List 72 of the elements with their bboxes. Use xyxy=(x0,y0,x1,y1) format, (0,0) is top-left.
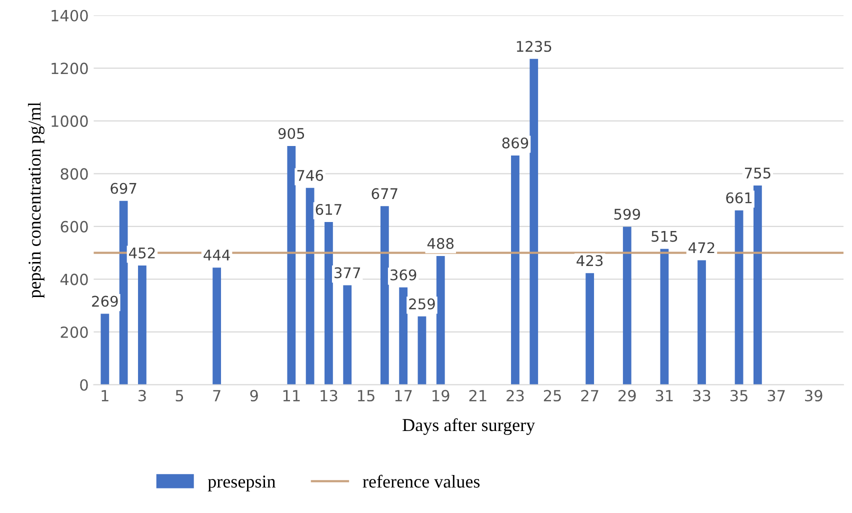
y-tick-label: 600 xyxy=(60,220,88,232)
x-tick-label: 35 xyxy=(730,390,748,402)
bar xyxy=(622,226,632,385)
x-tick-label: 25 xyxy=(544,390,561,402)
bar xyxy=(698,260,706,385)
data-label: 452 xyxy=(129,247,155,259)
bar xyxy=(399,287,408,385)
bar xyxy=(100,314,110,385)
x-tick-label: 33 xyxy=(693,390,710,402)
x-tick-label: 37 xyxy=(768,390,785,402)
data-label: 423 xyxy=(576,255,603,266)
bar xyxy=(343,285,352,385)
bar xyxy=(418,316,426,385)
data-label: 661 xyxy=(726,192,752,204)
x-tick-label: 27 xyxy=(581,390,598,402)
data-label: 488 xyxy=(427,238,454,250)
bar xyxy=(119,200,128,385)
bar xyxy=(287,146,296,385)
x-tick-label: 31 xyxy=(656,390,673,402)
x-tick-label: 9 xyxy=(250,390,258,402)
x-tick-label: 23 xyxy=(506,390,524,402)
bar xyxy=(436,256,445,385)
data-label: 746 xyxy=(297,170,324,181)
x-tick-label: 7 xyxy=(213,390,220,402)
x-tick-label: 19 xyxy=(432,390,450,402)
data-label: 755 xyxy=(744,168,770,179)
data-label: 599 xyxy=(614,208,640,220)
legend-label: presepsin xyxy=(208,476,276,492)
x-tick-label: 15 xyxy=(358,390,374,402)
data-label: 617 xyxy=(316,204,342,215)
bar xyxy=(324,222,333,385)
data-label: 869 xyxy=(502,137,528,148)
x-tick-label: 11 xyxy=(283,390,300,402)
bar xyxy=(660,248,669,385)
data-label: 905 xyxy=(278,128,304,139)
bar xyxy=(753,186,762,385)
y-tick-label: 1000 xyxy=(52,115,88,127)
data-label: 472 xyxy=(688,242,714,254)
x-tick-label: 1 xyxy=(102,390,108,402)
bar xyxy=(380,206,389,385)
x-tick-label: 13 xyxy=(320,390,338,402)
x-tick-label: 3 xyxy=(138,390,146,402)
data-label: 515 xyxy=(652,231,678,242)
bar xyxy=(511,155,520,385)
x-tick-label: 17 xyxy=(395,390,412,402)
bar xyxy=(586,273,594,385)
y-tick-label: 1200 xyxy=(52,62,88,74)
data-label: 259 xyxy=(409,298,435,310)
legend-label: reference values xyxy=(362,474,480,488)
data-label: 269 xyxy=(92,296,118,307)
y-tick-label: 400 xyxy=(60,274,88,286)
y-tick-label: 800 xyxy=(60,168,88,180)
data-label: 697 xyxy=(110,182,136,194)
data-label: 1235 xyxy=(516,40,552,52)
bar xyxy=(530,58,538,385)
bar xyxy=(138,266,146,385)
bar xyxy=(306,188,314,385)
data-label: 377 xyxy=(334,267,360,278)
x-tick-label: 5 xyxy=(176,390,184,402)
bar xyxy=(212,268,222,385)
x-tick-label: 39 xyxy=(805,390,822,402)
y-axis-title: pepsin concentration pg/ml xyxy=(28,102,44,298)
data-label: 444 xyxy=(204,250,230,260)
x-axis-title: Days after surgery xyxy=(402,418,536,435)
data-label: 677 xyxy=(372,188,398,200)
y-tick-label: 200 xyxy=(60,326,88,338)
x-tick-label: 21 xyxy=(469,390,486,402)
data-label: 369 xyxy=(390,269,416,280)
x-tick-label: 29 xyxy=(618,390,636,402)
bar xyxy=(734,210,744,385)
y-tick-label: 1400 xyxy=(52,10,88,22)
y-tick-label: 0 xyxy=(80,379,88,391)
